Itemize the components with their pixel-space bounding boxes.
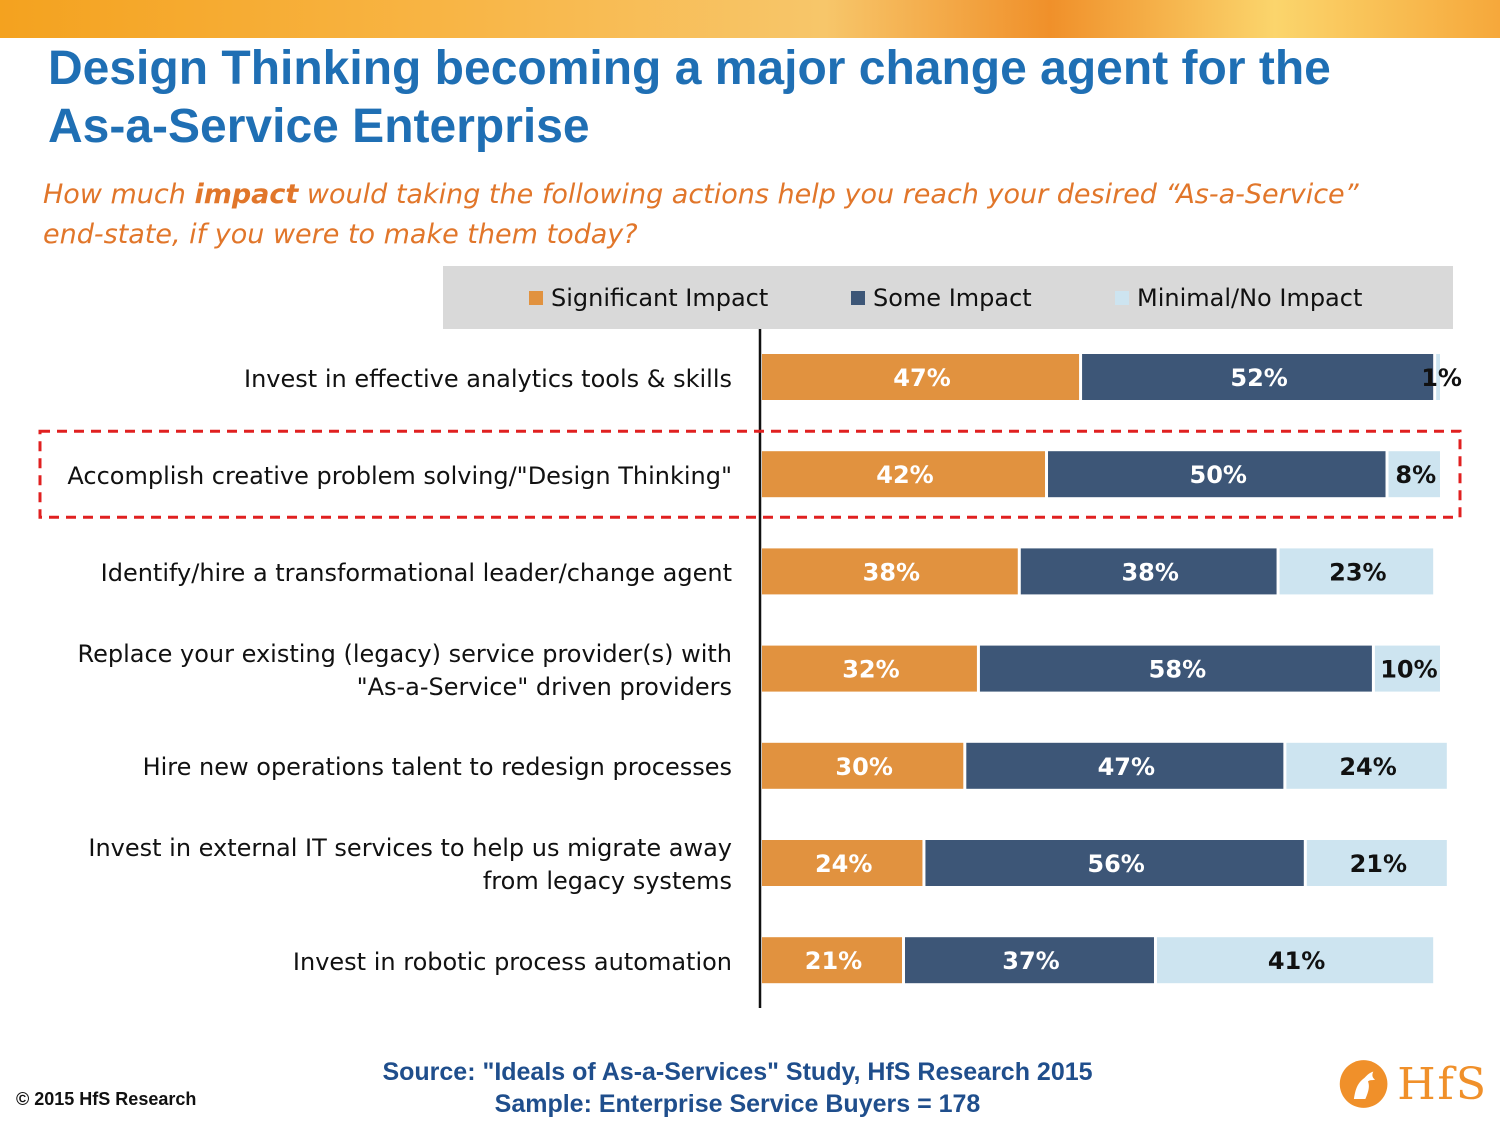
data-label-some-row-3: 38% <box>1121 558 1178 586</box>
top-banner <box>0 0 1500 38</box>
bar-segment-significant-row-7 <box>762 937 903 984</box>
legend-label-some: Some Impact <box>873 283 1032 312</box>
logo-wordmark: HfS <box>1397 1058 1488 1110</box>
category-label-line: Invest in external IT services to help u… <box>88 834 732 862</box>
question-emphasis: impact <box>194 179 299 210</box>
legend-item-minimal: Minimal/No Impact <box>1115 266 1362 329</box>
category-label-line: Hire new operations talent to redesign p… <box>142 753 732 782</box>
data-label-significant-row-4: 32% <box>842 656 899 684</box>
data-label-minimal-row-7: 41% <box>1268 947 1325 975</box>
data-label-some-row-5: 47% <box>1098 753 1155 781</box>
data-label-significant-row-5: 30% <box>835 753 892 781</box>
category-label-line: Replace your existing (legacy) service p… <box>77 639 732 668</box>
legend-label-significant: Significant Impact <box>551 283 769 312</box>
data-label-some-row-2: 50% <box>1190 461 1247 489</box>
category-label-line: Identify/hire a transformational leader/… <box>100 558 732 587</box>
horse-icon <box>1339 1060 1388 1108</box>
data-label-minimal-row-1: 1% <box>1421 364 1462 392</box>
chart-question: How much impact would taking the followi… <box>43 175 1443 255</box>
bar-segment-significant-row-1 <box>762 354 1080 400</box>
legend-swatch-significant <box>529 290 543 305</box>
chart-legend: Significant Impact Some Impact Minimal/N… <box>443 266 1453 329</box>
bar-segment-minimal-row-5 <box>1286 742 1447 789</box>
bar-segment-minimal-row-7 <box>1156 937 1434 984</box>
source-note: Source: "Ideals of As-a-Services" Study,… <box>300 1056 1175 1120</box>
bar-segment-significant-row-4 <box>762 645 977 692</box>
data-label-minimal-row-6: 21% <box>1350 850 1407 878</box>
data-label-some-row-4: 58% <box>1149 656 1206 684</box>
bar-segment-some-row-1 <box>1082 354 1434 400</box>
bar-segment-minimal-row-3 <box>1279 548 1434 595</box>
category-label-row-4: Replace your existing (legacy) service p… <box>77 638 732 704</box>
category-label-row-6: Invest in external IT services to help u… <box>88 832 732 898</box>
data-label-minimal-row-3: 23% <box>1329 558 1386 586</box>
category-label-row-5: Hire new operations talent to redesign p… <box>143 751 732 784</box>
title-line-1: Design Thinking becoming a major change … <box>48 42 1331 95</box>
question-pre: How much <box>43 179 195 210</box>
bar-segment-some-row-3 <box>1020 548 1277 595</box>
category-label-row-1: Invest in effective analytics tools & sk… <box>244 363 732 396</box>
title-line-2: As-a-Service Enterprise <box>48 100 590 153</box>
category-label-line: Accomplish creative problem solving/"Des… <box>67 461 732 490</box>
bar-segment-some-row-2 <box>1048 451 1386 498</box>
data-label-significant-row-2: 42% <box>876 461 933 489</box>
category-label-line: Invest in effective analytics tools & sk… <box>244 364 732 393</box>
category-label-row-3: Identify/hire a transformational leader/… <box>101 557 732 590</box>
bar-segment-some-row-5 <box>966 742 1284 789</box>
bar-segment-minimal-row-1 <box>1436 354 1440 400</box>
data-label-minimal-row-4: 10% <box>1380 656 1437 684</box>
legend-label-minimal: Minimal/No Impact <box>1137 283 1363 312</box>
category-label-line: Invest in robotic process automation <box>292 947 732 976</box>
category-label-line: "As-a-Service" driven providers <box>356 672 732 701</box>
bar-segment-significant-row-3 <box>762 548 1018 595</box>
bar-segment-significant-row-2 <box>762 451 1046 498</box>
category-label-row-2: Accomplish creative problem solving/"Des… <box>67 460 732 493</box>
data-label-significant-row-1: 47% <box>893 364 950 392</box>
hfs-logo: HfS <box>1338 1052 1488 1116</box>
data-label-significant-row-7: 21% <box>805 947 862 975</box>
page-title: Design Thinking becoming a major change … <box>48 40 1468 156</box>
bar-segment-significant-row-5 <box>762 742 964 789</box>
question-mid: would taking the following actions help … <box>298 179 1359 210</box>
source-line-1: Source: "Ideals of As-a-Services" Study,… <box>382 1058 1093 1086</box>
question-line2-pre: end-state, <box>43 219 190 250</box>
bar-segment-minimal-row-6 <box>1306 840 1447 886</box>
bar-segment-some-row-6 <box>925 840 1304 886</box>
bar-segment-some-row-7 <box>905 937 1154 984</box>
data-label-some-row-7: 37% <box>1002 947 1059 975</box>
data-label-significant-row-3: 38% <box>863 558 920 586</box>
data-label-some-row-6: 56% <box>1087 850 1144 878</box>
data-label-some-row-1: 52% <box>1230 364 1287 392</box>
legend-swatch-some <box>851 290 865 305</box>
data-label-minimal-row-5: 24% <box>1339 753 1396 781</box>
legend-item-significant: Significant Impact <box>529 266 768 329</box>
highlight-box <box>38 429 1462 519</box>
data-label-significant-row-6: 24% <box>815 850 872 878</box>
legend-swatch-minimal <box>1115 290 1129 305</box>
bar-segment-minimal-row-4 <box>1374 645 1440 692</box>
bar-segment-some-row-4 <box>979 645 1372 692</box>
question-line2-italic: if you were to make them today? <box>189 219 638 250</box>
copyright: © 2015 HfS Research <box>16 1089 197 1109</box>
bar-segment-minimal-row-2 <box>1388 451 1440 498</box>
bar-segment-significant-row-6 <box>762 840 923 886</box>
category-label-row-7: Invest in robotic process automation <box>293 946 732 979</box>
source-line-2: Sample: Enterprise Service Buyers = 178 <box>494 1090 981 1118</box>
category-label-line: from legacy systems <box>482 867 732 895</box>
data-label-minimal-row-2: 8% <box>1395 461 1436 489</box>
legend-item-some: Some Impact <box>851 266 1032 329</box>
